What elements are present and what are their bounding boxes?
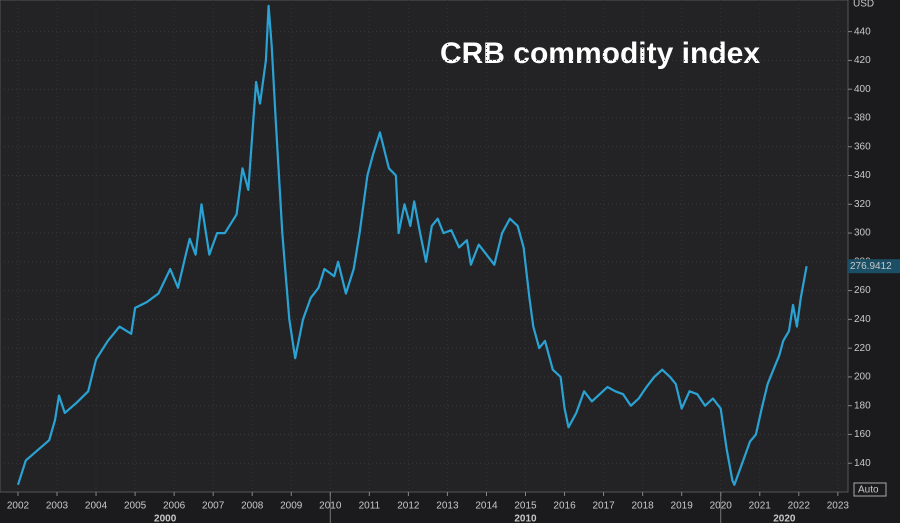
scale-mode: Auto [858, 485, 879, 496]
x-tick-label: 2011 [359, 501, 381, 512]
plot-area [0, 0, 849, 493]
x-tick-label: 2019 [671, 501, 694, 512]
x-tick-label: 2013 [436, 501, 459, 512]
x-tick-label: 2018 [632, 501, 655, 512]
y-tick-label: 380 [854, 113, 871, 124]
scale-box [853, 482, 887, 497]
y-tick-label: 400 [854, 84, 871, 95]
x-tick-label: 2012 [397, 501, 420, 512]
x-tick-label: 2016 [553, 501, 576, 512]
x-tick-label: 2021 [749, 501, 772, 512]
decade-label: 2020 [773, 514, 796, 523]
y-unit: USD [853, 0, 874, 10]
x-tick-label: 2009 [280, 501, 303, 512]
y-tick-label: 420 [854, 55, 871, 66]
data-line [16, 4, 808, 486]
x-tick-label: 2004 [85, 501, 108, 512]
decade-label: 2000 [154, 514, 177, 523]
last-value-label: 276.9412 [850, 261, 892, 272]
y-tick-label: 300 [854, 228, 871, 239]
y-tick-label: 220 [854, 343, 871, 354]
y-tick-label: 440 [854, 26, 871, 37]
y-tick-label: 320 [854, 199, 871, 210]
x-tick-label: 2022 [788, 501, 811, 512]
y-tick-label: 260 [854, 285, 871, 296]
y-tick-label: 180 [854, 400, 871, 411]
decade-label: 2010 [514, 514, 537, 523]
x-tick-label: 2008 [241, 501, 264, 512]
y-tick-label: 340 [854, 170, 871, 181]
x-tick-label: 2005 [124, 501, 147, 512]
x-tick-label: 2014 [475, 501, 498, 512]
last-value-box [848, 259, 900, 274]
chart-title: CRB commodity index [440, 37, 760, 70]
x-tick-label: 2023 [827, 501, 850, 512]
y-tick-label: 240 [854, 314, 871, 325]
y-tick-label: 200 [854, 372, 871, 383]
y-tick-label: 360 [854, 141, 871, 152]
x-tick-label: 2003 [46, 501, 69, 512]
y-tick-label: 160 [854, 429, 871, 440]
y-tick-label: 140 [854, 458, 871, 469]
x-tick-label: 2007 [202, 501, 225, 512]
x-tick-label: 2006 [163, 501, 186, 512]
x-tick-label: 2002 [7, 501, 30, 512]
x-tick-label: 2015 [514, 501, 537, 512]
x-tick-label: 2017 [592, 501, 615, 512]
